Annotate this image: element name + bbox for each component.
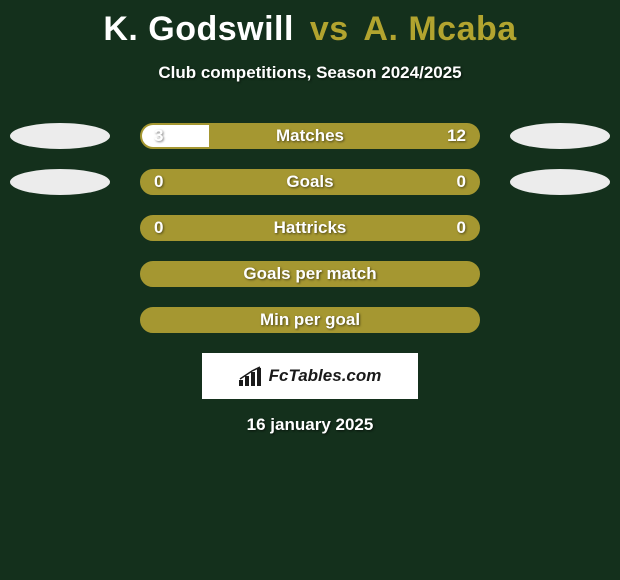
subtitle: Club competitions, Season 2024/2025 (0, 63, 620, 83)
comparison-title: K. Godswill vs A. Mcaba (0, 0, 620, 49)
stat-row: 00Hattricks (0, 215, 620, 241)
stat-row: Goals per match (0, 261, 620, 287)
stat-row: 312Matches (0, 123, 620, 149)
player2-badge (510, 169, 610, 195)
stat-label: Goals (142, 171, 478, 193)
date-label: 16 january 2025 (0, 415, 620, 435)
stat-bar: 00Goals (140, 169, 480, 195)
stat-row: 00Goals (0, 169, 620, 195)
stat-label: Min per goal (142, 309, 478, 331)
player1-name: K. Godswill (103, 10, 294, 48)
player1-badge (10, 123, 110, 149)
bars-icon (239, 366, 263, 386)
stat-row: Min per goal (0, 307, 620, 333)
player1-badge (10, 169, 110, 195)
branding-box: FcTables.com (202, 353, 418, 399)
stat-label: Goals per match (142, 263, 478, 285)
stat-bar: Goals per match (140, 261, 480, 287)
stat-bar: 00Hattricks (140, 215, 480, 241)
branding-text: FcTables.com (269, 366, 382, 386)
vs-label: vs (310, 10, 349, 48)
player2-badge (510, 123, 610, 149)
stat-label: Matches (142, 125, 478, 147)
stat-rows: 312Matches 00Goals 00Hattricks Goals per ma… (0, 123, 620, 333)
stat-bar: 312Matches (140, 123, 480, 149)
stat-bar: Min per goal (140, 307, 480, 333)
stat-label: Hattricks (142, 217, 478, 239)
player2-name: A. Mcaba (363, 10, 516, 48)
